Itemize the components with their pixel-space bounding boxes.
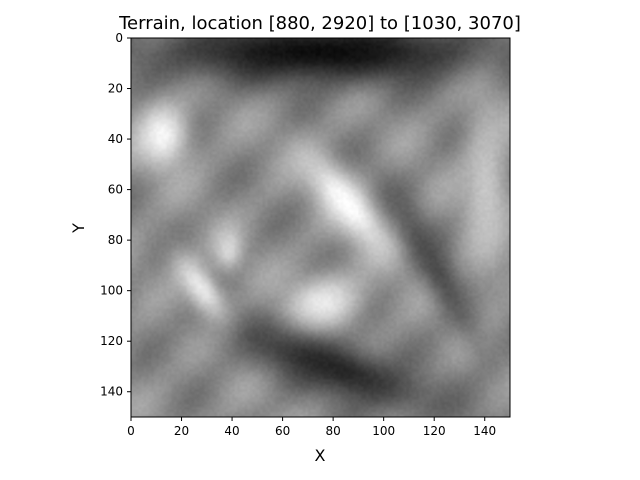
y-tick-label: 140 [100, 385, 123, 399]
y-axis: 0 20 40 60 80 100 120 140 [100, 31, 131, 399]
plot-frame [130, 37, 511, 418]
y-tick-label: 60 [108, 183, 123, 197]
y-tick-label: 120 [100, 334, 123, 348]
x-tick-label: 60 [275, 424, 290, 438]
y-axis-label: Y [69, 223, 88, 234]
terrain-image [131, 38, 510, 417]
terrain-heatmap [130, 37, 511, 418]
chart-title: Terrain, location [880, 2920] to [1030, … [118, 13, 521, 34]
x-tick-label: 40 [224, 424, 239, 438]
y-tick-label: 100 [100, 284, 123, 298]
x-tick-label: 20 [174, 424, 189, 438]
y-tick-label: 20 [108, 82, 123, 96]
x-tick-label: 120 [423, 424, 446, 438]
x-axis: 0 20 40 60 80 100 120 140 [127, 417, 496, 438]
y-tick-label: 40 [108, 132, 123, 146]
x-axis-label: X [315, 446, 326, 465]
x-tick-label: 80 [325, 424, 340, 438]
x-tick-label: 0 [127, 424, 135, 438]
x-tick-label: 140 [473, 424, 496, 438]
y-tick-label: 80 [108, 233, 123, 247]
x-tick-label: 100 [372, 424, 395, 438]
y-tick-label: 0 [115, 31, 123, 45]
